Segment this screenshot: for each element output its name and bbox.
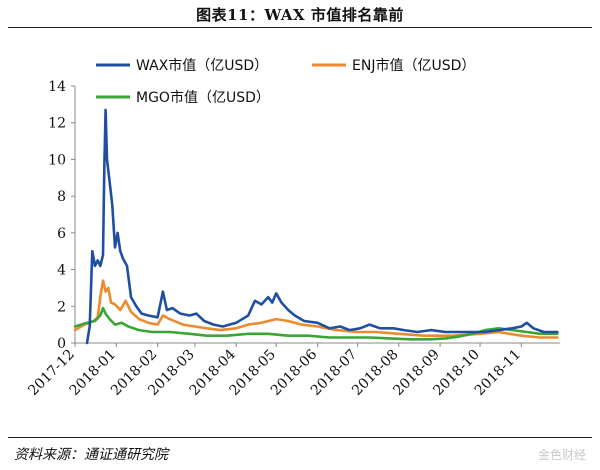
y-tick-label: 2 — [57, 299, 66, 315]
chart-legend: WAX市值（亿USD） ENJ市值（亿USD） MGO市值（亿USD） — [96, 57, 475, 106]
watermark: 金色财经 — [537, 448, 586, 462]
chart-title: 图表11：WAX 市值排名靠前 — [196, 6, 404, 24]
y-tick-label: 4 — [57, 263, 66, 279]
chart-series — [73, 108, 559, 345]
y-tick-label: 8 — [57, 189, 66, 205]
y-tick-label: 14 — [48, 79, 66, 95]
top-rule — [8, 27, 592, 28]
legend-label-1: ENJ市值（亿USD） — [352, 57, 475, 74]
legend-label-0: WAX市值（亿USD） — [136, 57, 268, 74]
bottom-rule — [8, 437, 592, 438]
y-tick-label: 0 — [57, 336, 66, 352]
series-line-0 — [85, 108, 559, 345]
series-line-1 — [73, 279, 559, 339]
source-note: 资料来源：通证通研究院 — [14, 447, 168, 463]
y-tick-label: 6 — [57, 226, 66, 242]
x-tick-label: 2018-11 — [472, 347, 524, 399]
y-tick-label: 12 — [48, 116, 66, 132]
legend-label-2: MGO市值（亿USD） — [136, 89, 270, 106]
y-tick-label: 10 — [48, 152, 66, 168]
